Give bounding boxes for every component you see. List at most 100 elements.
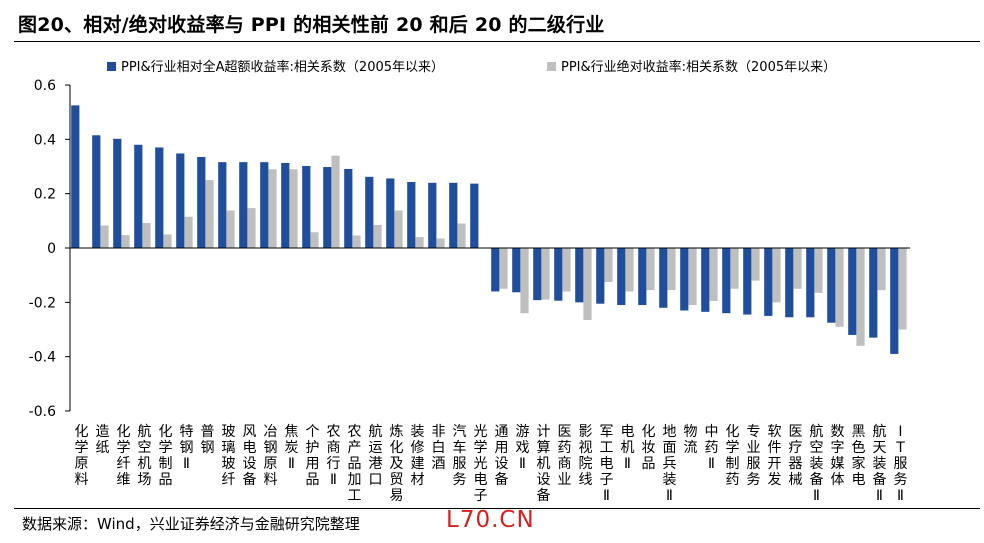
bar-series-2-6 [205, 180, 214, 248]
x-tick-label: 地面兵装 Ⅱ [663, 424, 677, 504]
bar-series-1-38 [869, 248, 878, 338]
bar-series-2-39 [898, 248, 907, 330]
x-tick-label: 汽车服务 [453, 424, 467, 488]
bar-series-2-11 [310, 232, 319, 248]
bar-series-2-20 [499, 248, 508, 289]
bar-series-1-23 [554, 248, 563, 301]
bar-series-2-35 [814, 248, 823, 293]
bar-series-2-22 [541, 248, 550, 300]
x-tick-label: 软件开发 [768, 424, 782, 488]
x-tick-label: 化学原料 [75, 424, 89, 488]
bar-series-2-37 [856, 248, 865, 346]
x-tick-label: 化妆品 [642, 424, 656, 472]
y-tick-label: 0.6 [34, 78, 56, 94]
bar-series-1-35 [806, 248, 815, 318]
bar-series-2-34 [793, 248, 802, 289]
y-tick-label: 0.4 [34, 132, 56, 148]
legend-label-series-2: PPI&行业绝对收益率:相关系数（2005年以来） [561, 59, 836, 75]
bar-series-1-3 [134, 144, 143, 248]
bar-series-2-4 [163, 234, 172, 248]
x-tick-label: 特钢 Ⅱ [180, 424, 194, 472]
bar-series-1-12 [323, 167, 332, 248]
source-note: 数据来源：Wind，兴业证券经济与金融研究院整理 [22, 515, 360, 533]
x-tick-label: 化学制药 [726, 424, 740, 488]
bar-series-1-36 [827, 248, 836, 323]
x-tick-label: 航运港口 [369, 424, 383, 488]
x-tick-label: 专业服务 [747, 424, 761, 488]
bar-series-2-7 [226, 210, 235, 248]
x-tick-label: 风电设备 [243, 424, 257, 488]
bar-series-2-25 [604, 248, 613, 282]
bar-series-2-21 [520, 248, 529, 314]
bar-series-1-1 [92, 135, 101, 248]
bar-series-1-7 [218, 162, 227, 248]
bar-series-1-34 [785, 248, 794, 318]
bar-series-2-1 [100, 225, 109, 248]
bar-series-1-13 [344, 168, 353, 248]
x-tick-label: 军工电子 Ⅱ [600, 424, 614, 504]
watermark: L70.CN [446, 507, 535, 533]
bar-series-1-4 [155, 147, 164, 248]
bar-series-2-10 [289, 169, 298, 248]
x-tick-label: 数字媒体 [831, 424, 845, 488]
bar-series-1-5 [176, 153, 185, 248]
bar-series-2-31 [730, 248, 739, 289]
bar-series-2-13 [352, 235, 361, 248]
bar-series-2-12 [331, 155, 340, 248]
bar-series-2-5 [184, 216, 193, 248]
x-tick-label: 装修建材 [411, 424, 425, 488]
bar-series-1-27 [638, 248, 647, 306]
source-divider [14, 508, 980, 509]
bar-series-1-19 [470, 183, 479, 248]
legend-label-series-1: PPI&行业相对全A超额收益率:相关系数（2005年以来） [121, 59, 444, 75]
bar-series-2-24 [583, 248, 592, 320]
bar-series-1-26 [617, 248, 626, 306]
x-tick-label: 通用设备 [495, 424, 509, 488]
bar-series-1-29 [680, 248, 689, 311]
bar-series-2-32 [751, 248, 760, 281]
y-tick-label: -0.6 [29, 404, 56, 420]
bar-series-1-8 [239, 162, 248, 248]
bar-series-1-22 [533, 248, 542, 301]
y-tick-label: -0.2 [29, 295, 56, 311]
bar-series-1-14 [365, 176, 374, 248]
bar-series-2-28 [667, 248, 676, 291]
x-tick-label: 非白酒 [432, 424, 446, 472]
bar-series-2-36 [835, 248, 844, 327]
bar-series-1-39 [890, 248, 899, 354]
x-tick-label: 农商行 Ⅱ [327, 424, 341, 488]
x-tick-label: 医疗器械 [789, 424, 803, 488]
bar-series-2-9 [268, 169, 277, 248]
bar-series-1-25 [596, 248, 605, 304]
legend: PPI&行业相对全A超额收益率:相关系数（2005年以来） PPI&行业绝对收益… [107, 59, 836, 75]
y-tick-label: 0.2 [34, 187, 56, 203]
x-tick-label: 游戏 Ⅱ [516, 424, 530, 472]
bar-series-1-32 [743, 248, 752, 315]
bar-series-1-11 [302, 165, 311, 248]
x-tick-label: 黑色家电 [852, 424, 866, 488]
x-tick-label: 影视院线 [579, 424, 593, 488]
x-tick-label: 玻璃玻纤 [222, 424, 236, 488]
x-tick-label: 冶钢原料 [264, 424, 278, 488]
x-tick-label: 造纸 [96, 424, 110, 456]
bar-series-1-9 [260, 162, 269, 248]
bar-series-2-2 [121, 234, 130, 248]
bar-series-1-2 [113, 138, 122, 248]
bar-series-1-30 [701, 248, 710, 312]
bar-series-1-33 [764, 248, 773, 316]
bar-series-1-18 [449, 182, 458, 248]
bar-series-2-33 [772, 248, 781, 303]
y-axis: -0.6 -0.4 -0.2 0 0.2 0.4 0.6 [29, 78, 71, 420]
x-tick-label: 炼化及贸易 [390, 424, 404, 504]
legend-swatch-series-1 [107, 62, 116, 71]
bar-series-2-16 [415, 237, 424, 248]
bar-series-1-6 [197, 156, 206, 248]
bar-series-1-10 [281, 162, 290, 248]
x-tick-label: I T 服务 Ⅱ [894, 424, 908, 504]
y-tick-label: 0 [47, 241, 56, 257]
bar-series-2-30 [709, 248, 718, 301]
x-tick-label: 电机 Ⅱ [621, 424, 635, 472]
x-tick-label: 物流 [684, 424, 698, 456]
